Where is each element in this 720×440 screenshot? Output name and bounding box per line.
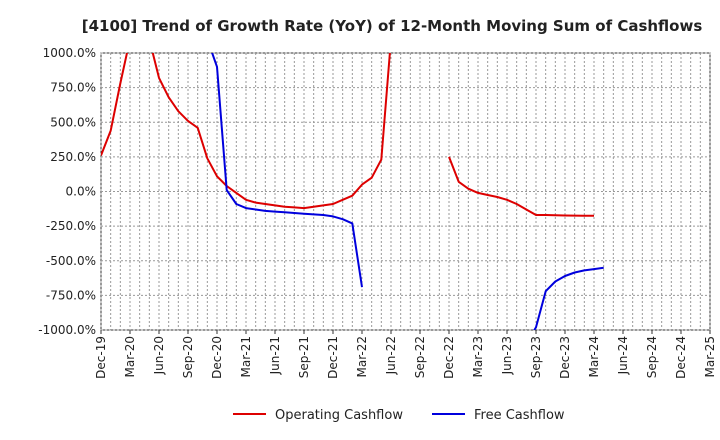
grid [100,52,711,331]
x-tick-label: Mar-25 [703,336,717,377]
y-tick-label: -1000.0% [38,323,96,337]
x-tick-label: Jun-22 [384,336,398,375]
x-tick-label: Jun-21 [268,336,282,375]
x-tick-label: Jun-20 [152,336,166,375]
x-tick-label: Dec-19 [94,336,108,379]
legend-label: Free Cashflow [474,408,565,423]
y-axis: 1000.0% 750.0% 500.0% 250.0% 0.0% -250.0% -500… [38,46,96,337]
x-tick-label: Dec-24 [674,336,688,379]
chart-title: [4100] Trend of Growth Rate (YoY) of 12-… [82,17,703,35]
x-axis: Dec-19 Mar-20 Jun-20 Sep-20 Dec-20 Mar-21 Jun-… [94,330,717,379]
y-tick-label: -750.0% [46,288,96,302]
x-tick-label: Mar-24 [587,336,601,377]
x-tick-label: Sep-20 [181,336,195,378]
series-line [211,53,604,330]
y-tick-label: 750.0% [50,81,96,95]
y-tick-label: 500.0% [50,115,96,129]
y-tick-label: -250.0% [46,219,96,233]
x-tick-label: Jun-23 [500,336,514,375]
x-tick-label: Sep-22 [413,336,427,378]
x-tick-label: Dec-20 [210,336,224,379]
series-line [101,53,594,217]
x-tick-label: Dec-21 [326,336,340,379]
x-tick-label: Mar-20 [123,336,137,377]
x-tick-label: Mar-22 [355,336,369,377]
y-tick-label: 1000.0% [43,46,96,60]
x-tick-label: Dec-23 [558,336,572,379]
x-tick-label: Jun-24 [616,336,630,375]
series-layer [101,53,604,330]
y-tick-label: 0.0% [66,185,97,199]
y-tick-label: 250.0% [50,150,96,164]
legend-label: Operating Cashflow [275,408,403,423]
x-tick-label: Mar-21 [239,336,253,377]
x-tick-label: Sep-23 [529,336,543,378]
x-tick-label: Mar-23 [471,336,485,377]
x-tick-label: Dec-22 [442,336,456,379]
x-tick-label: Sep-21 [297,336,311,378]
y-tick-label: -500.0% [46,254,96,268]
legend: Operating Cashflow Free Cashflow [233,408,565,423]
x-tick-label: Sep-24 [645,336,659,378]
